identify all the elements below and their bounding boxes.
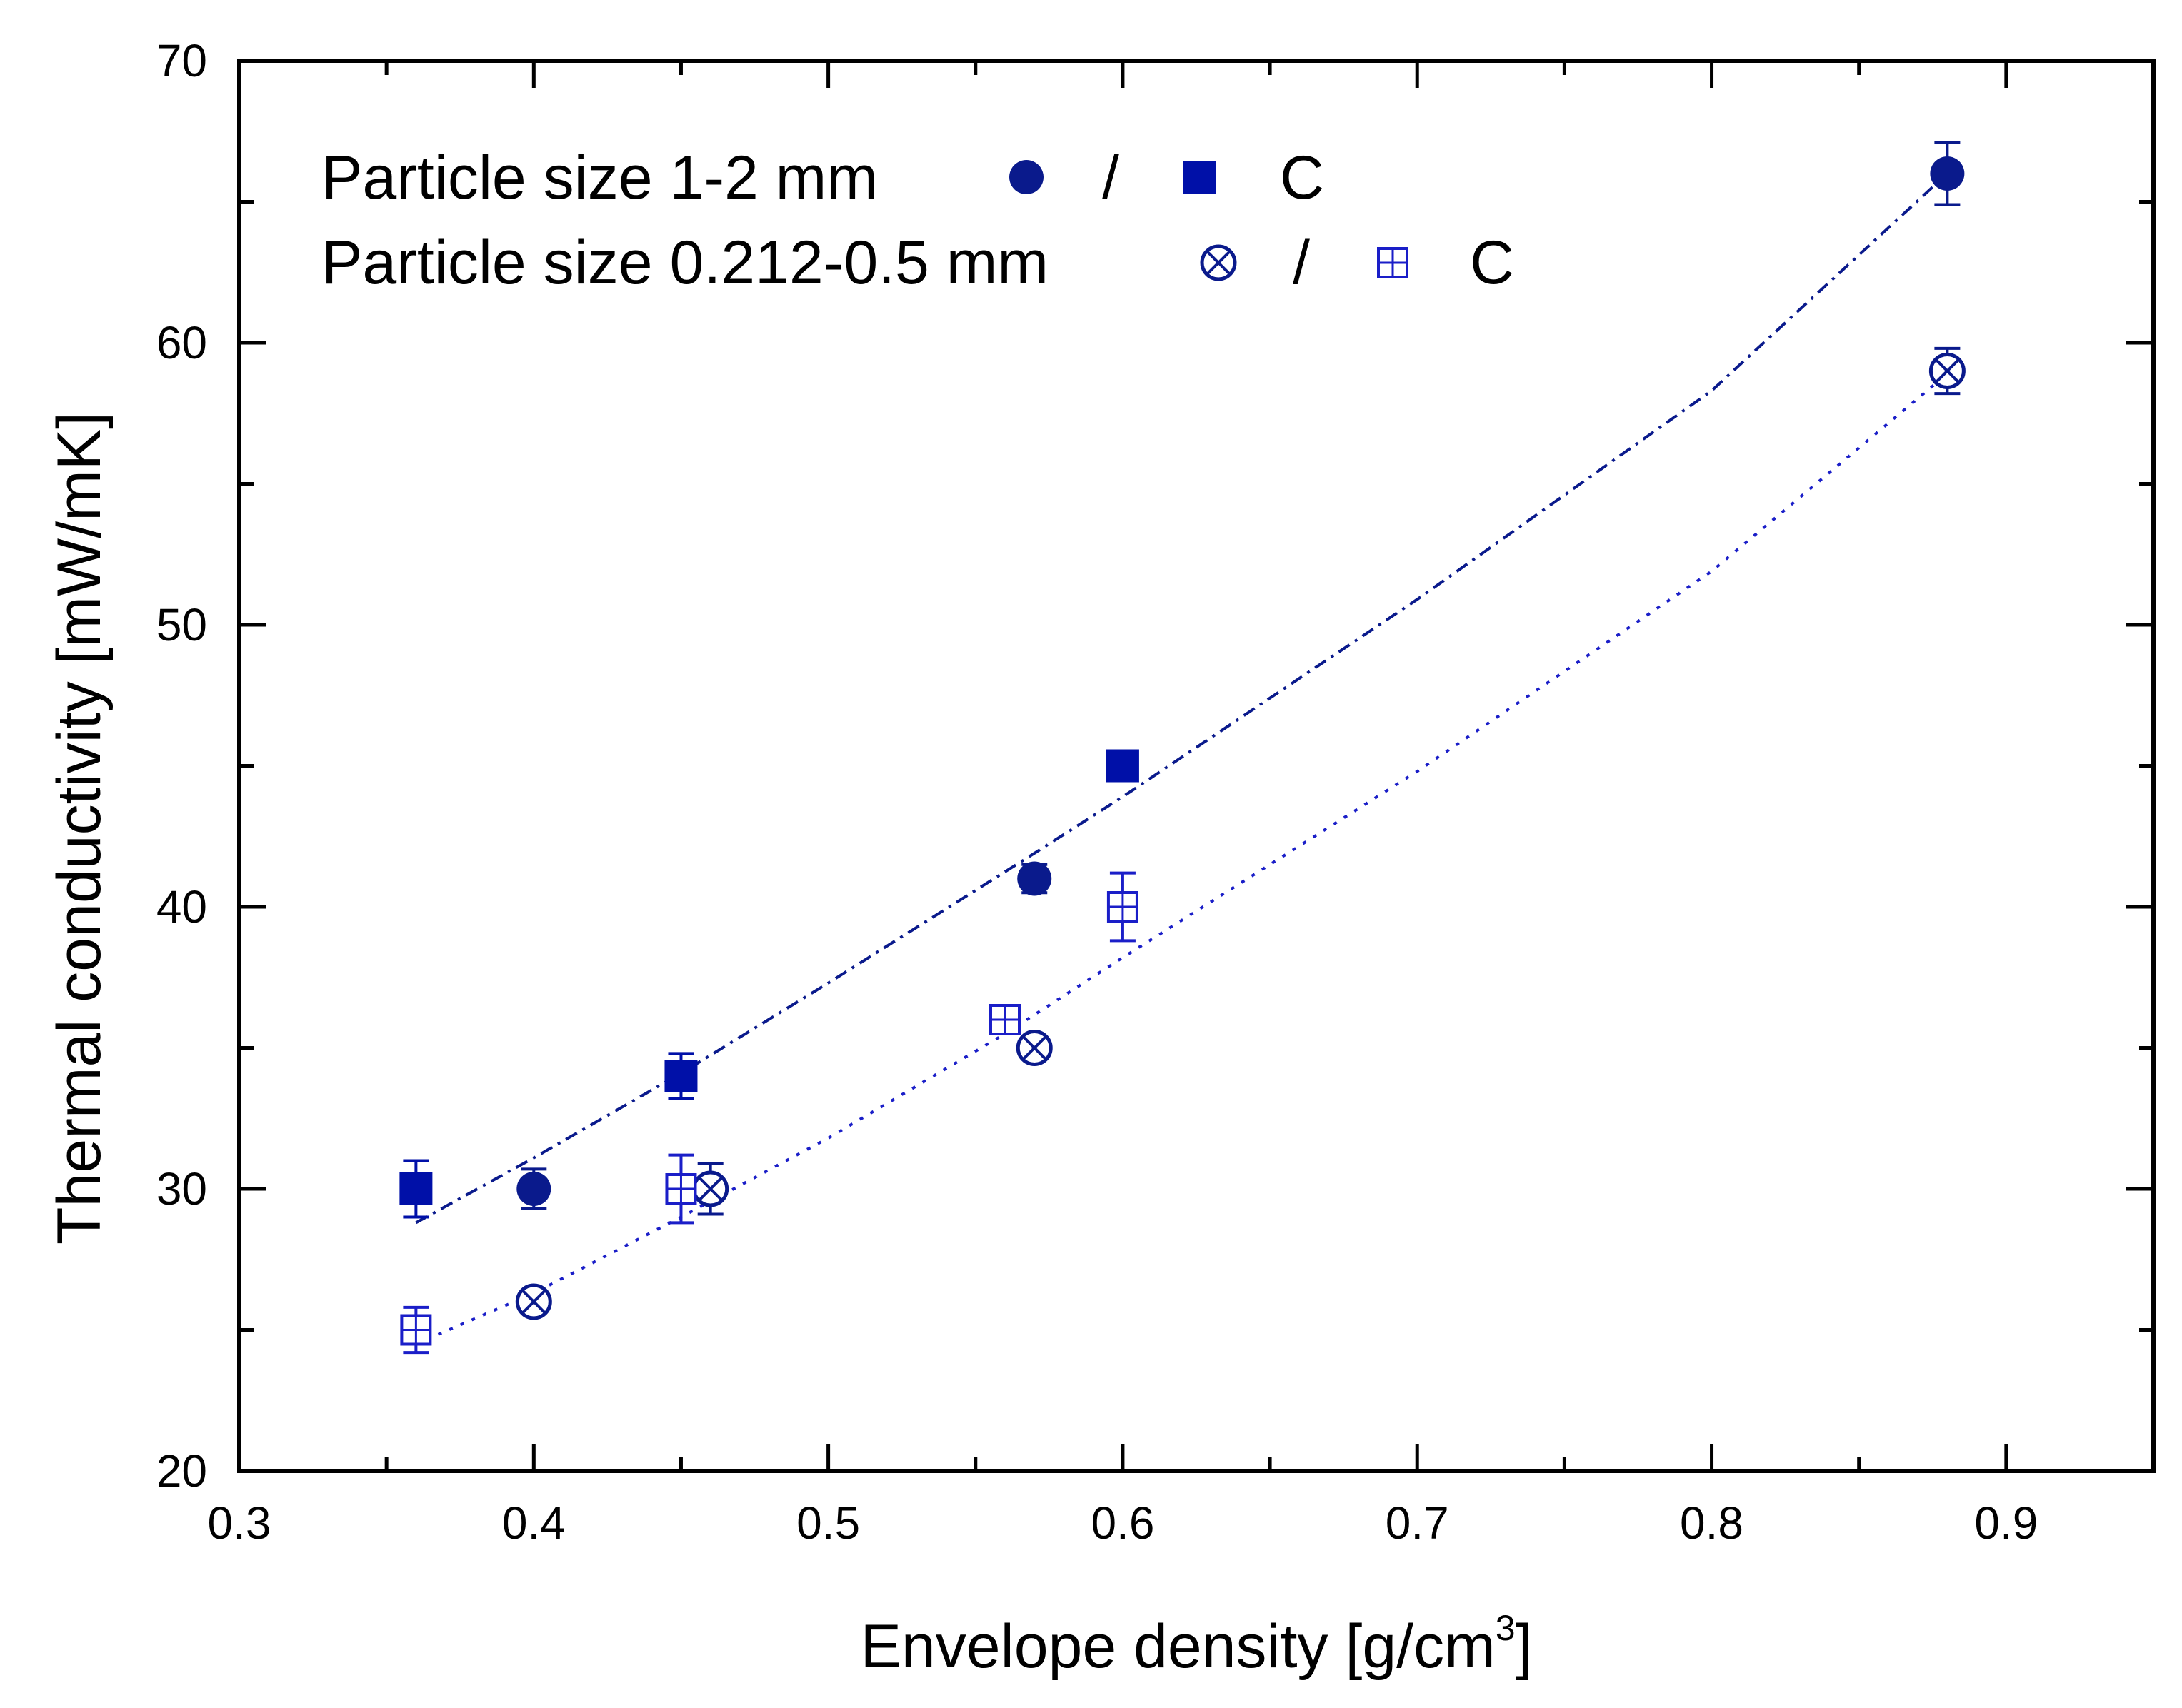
- legend-sep-1: /: [1102, 144, 1119, 212]
- data-points: [399, 141, 1966, 1355]
- marker-shape: [1930, 156, 1965, 191]
- marker-cross: [1206, 250, 1231, 276]
- series-2: [399, 749, 1139, 1219]
- x-axis-title: Envelope density [g/cm3]: [861, 1608, 1533, 1681]
- data-point: [1017, 861, 1052, 896]
- legend-marker-circle-x: [1200, 244, 1237, 281]
- y-tick-label: 30: [156, 1163, 207, 1215]
- legend-label-1: Particle size 1-2 mm: [321, 144, 878, 212]
- marker-shape: [516, 1172, 551, 1206]
- marker-shape: [1106, 749, 1139, 783]
- legend: Particle size 1-2 mm / C Particle size 0…: [321, 144, 1514, 297]
- legend-symbol: [1377, 247, 1408, 278]
- data-point: [1106, 891, 1138, 923]
- fit-curves: [415, 172, 1948, 1346]
- data-point: [1016, 1030, 1053, 1066]
- legend-marker-filled-square: [1183, 161, 1216, 194]
- data-point: [664, 1060, 698, 1092]
- y-tick-label: 60: [156, 317, 207, 368]
- legend-label-2: Particle size 0.212-0.5 mm: [321, 228, 1049, 297]
- fit-1-2mm: [415, 172, 1948, 1225]
- legend-suffix-2: C: [1470, 228, 1514, 297]
- y-tick-label: 50: [156, 599, 207, 650]
- marker-cross: [1021, 1035, 1047, 1060]
- marker-shape: [1009, 160, 1044, 194]
- x-tick-label: 0.9: [1974, 1497, 2038, 1549]
- x-tick-label: 0.7: [1386, 1497, 1449, 1549]
- marker-cross: [698, 1176, 724, 1202]
- data-point: [692, 1170, 729, 1207]
- series-4: [400, 871, 1138, 1355]
- x-tick-label: 0.5: [796, 1497, 860, 1549]
- x-tick-label: 0.8: [1680, 1497, 1743, 1549]
- axis-ticks: [237, 59, 2156, 1473]
- marker-shape: [399, 1172, 433, 1205]
- data-point: [399, 1172, 433, 1205]
- series-1: [516, 141, 1965, 1210]
- marker-shape: [1017, 861, 1052, 896]
- legend-symbol: [1200, 244, 1237, 281]
- y-tick-label: 20: [156, 1445, 207, 1497]
- data-point: [516, 1172, 551, 1206]
- x-tick-label: 0.6: [1091, 1497, 1154, 1549]
- marker-cross: [521, 1289, 546, 1315]
- legend-sep-2: /: [1293, 228, 1310, 297]
- data-point: [989, 1004, 1021, 1035]
- legend-marker-filled-circle: [1009, 160, 1044, 194]
- fit-0.212-0.5mm: [415, 372, 1948, 1346]
- marker-cross: [1934, 358, 1960, 383]
- y-tick-label: 40: [156, 881, 207, 933]
- data-point: [400, 1314, 432, 1346]
- legend-symbol: [1183, 161, 1216, 194]
- marker-shape: [664, 1060, 698, 1092]
- legend-symbol: [1009, 160, 1044, 194]
- tick-labels: 0.3 0.4 0.5 0.6 0.7 0.8 0.9 20 30 40 50 60 70: [156, 35, 2038, 1549]
- legend-suffix-1: C: [1280, 144, 1324, 212]
- marker-shape: [1183, 161, 1216, 194]
- data-point: [665, 1173, 697, 1205]
- series-3: [515, 346, 1966, 1320]
- y-tick-label: 70: [156, 35, 207, 86]
- data-point: [1106, 749, 1139, 783]
- y-axis-title: Thermal conductivity [mW/mK]: [45, 412, 114, 1245]
- data-point: [1930, 156, 1965, 191]
- x-tick-label: 0.3: [208, 1497, 271, 1549]
- legend-marker-square-plus: [1377, 247, 1408, 278]
- data-point: [515, 1283, 552, 1320]
- data-point: [1928, 353, 1966, 389]
- x-tick-label: 0.4: [502, 1497, 566, 1549]
